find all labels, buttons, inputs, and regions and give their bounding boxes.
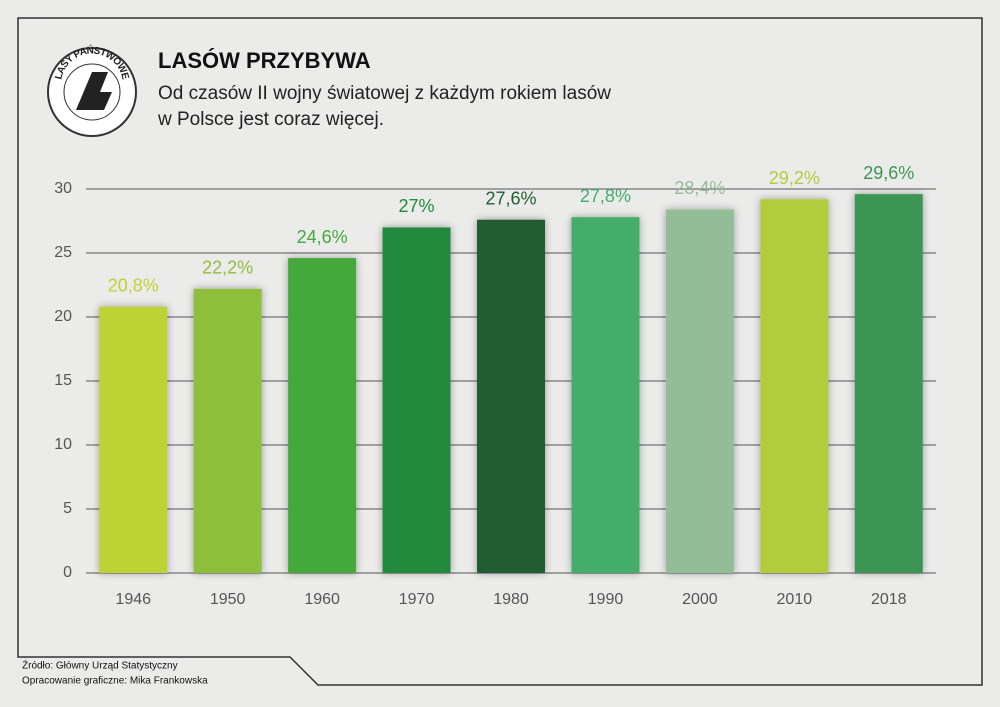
bar — [571, 217, 640, 573]
x-tick-label: 1950 — [210, 591, 246, 608]
value-label: 27,8% — [580, 186, 631, 206]
value-label: 27,6% — [485, 188, 536, 208]
y-tick-label: 0 — [63, 564, 72, 581]
x-tick-label: 1970 — [399, 591, 435, 608]
value-label: 29,2% — [769, 168, 820, 188]
bar — [477, 219, 545, 573]
x-tick-label: 2000 — [682, 591, 718, 608]
x-tick-label: 1960 — [304, 591, 340, 608]
y-tick-label: 5 — [63, 500, 72, 517]
value-label: 22,2% — [202, 258, 253, 278]
value-label: 28,4% — [674, 178, 725, 198]
chart-title: LASÓW PRZYBYWA — [158, 48, 371, 73]
x-tick-label: 1946 — [115, 591, 151, 608]
bar — [760, 199, 829, 574]
frame — [17, 17, 983, 686]
bar — [99, 306, 168, 573]
bar — [288, 258, 357, 573]
bar — [854, 194, 923, 573]
y-tick-label: 10 — [54, 436, 72, 453]
value-label: 29,6% — [863, 163, 914, 183]
subtitle: Od czasów II wojny światowej z każdym ro… — [158, 83, 611, 104]
y-tick-label: 30 — [54, 180, 72, 197]
logo-inner — [63, 63, 121, 121]
value-label: 27% — [399, 196, 435, 216]
bar — [382, 227, 451, 573]
subtitle: w Polsce jest coraz więcej. — [157, 109, 384, 130]
value-label: 24,6% — [297, 227, 348, 247]
bar — [665, 209, 734, 574]
y-tick-label: 25 — [54, 244, 72, 261]
x-tick-label: 2010 — [777, 591, 813, 608]
source-note: Źródło: Główny Urząd Statystyczny — [22, 659, 178, 672]
logo-mark — [76, 72, 112, 110]
y-tick-label: 15 — [54, 372, 72, 389]
credit-note: Opracowanie graficzne: Mika Frankowska — [22, 676, 208, 687]
x-tick-label: 2018 — [871, 591, 907, 608]
x-tick-label: 1990 — [588, 591, 624, 608]
y-tick-label: 20 — [54, 308, 72, 325]
bar — [193, 288, 262, 573]
value-label: 20,8% — [108, 276, 159, 296]
x-tick-label: 1980 — [493, 591, 529, 608]
